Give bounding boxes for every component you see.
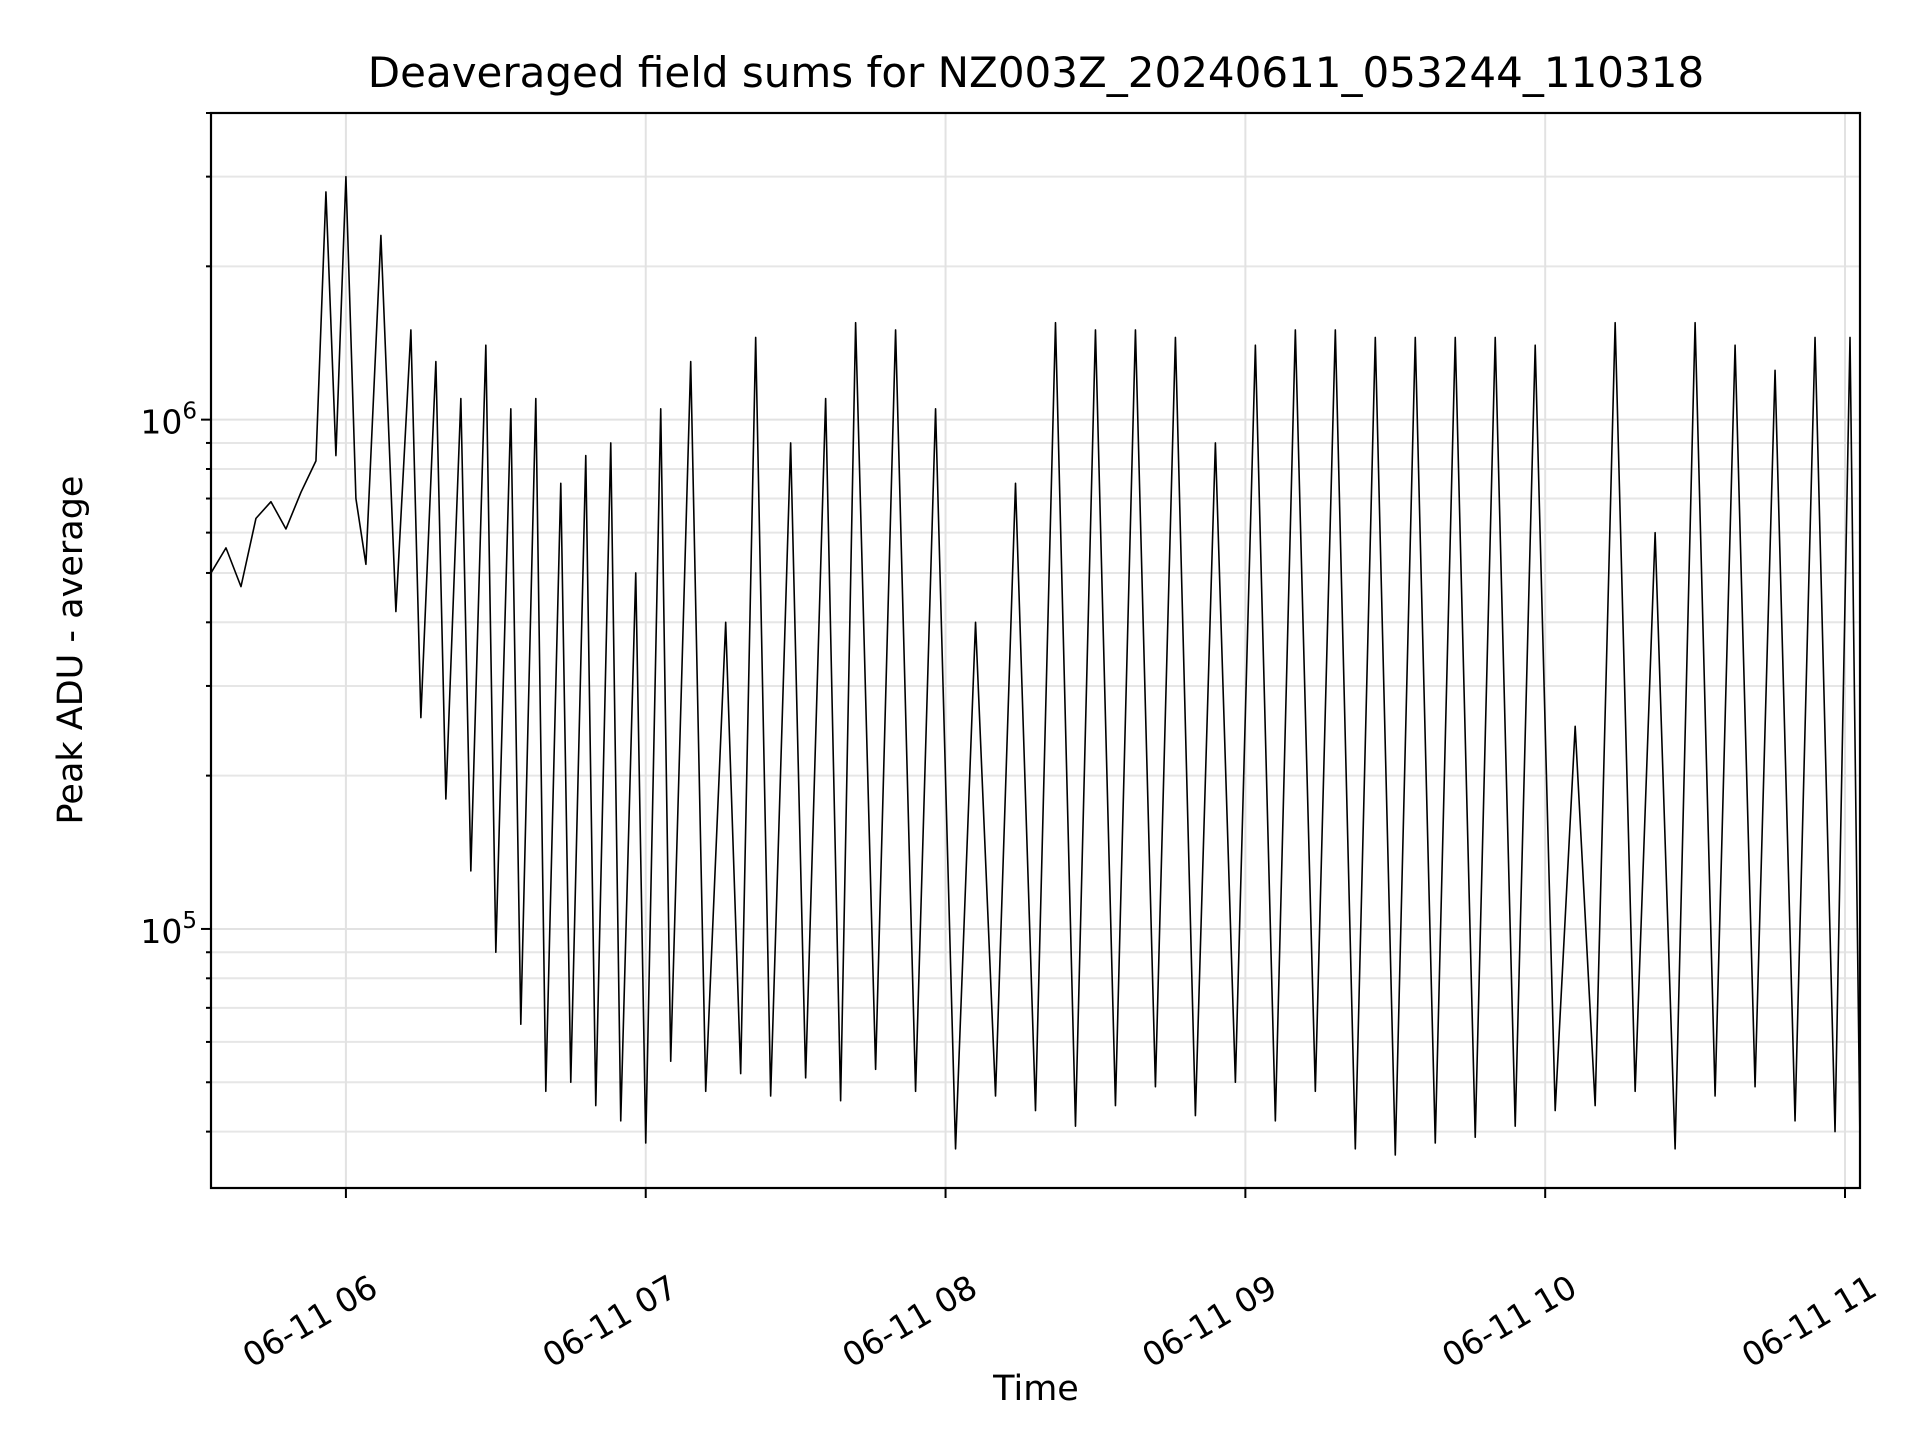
y-axis-label: Peak ADU - average (51, 476, 91, 825)
y-tick-label-exponent: 6 (182, 399, 197, 425)
x-axis-label: Time (992, 1369, 1079, 1409)
x-tick-label: 06-11 06 (236, 1267, 384, 1375)
series-line-0 (210, 175, 1861, 1156)
x-tick-label: 06-11 10 (1435, 1267, 1583, 1375)
grid-layer (211, 112, 1860, 1188)
x-tick-label: 06-11 11 (1735, 1267, 1883, 1375)
line-layer (210, 175, 1861, 1156)
chart-title: Deaveraged field sums for NZ003Z_2024061… (368, 48, 1704, 97)
x-tick-label: 06-11 08 (836, 1267, 984, 1375)
x-tick-label: 06-11 07 (536, 1267, 684, 1375)
y-tick-label: 106 (140, 399, 197, 442)
y-tick-label-exponent: 5 (182, 908, 197, 934)
y-tick-label-base: 10 (140, 403, 182, 442)
y-tick-label: 105 (140, 908, 197, 951)
x-tick-label: 06-11 09 (1135, 1267, 1283, 1375)
y-tick-label-base: 10 (140, 912, 182, 951)
tick-layer: 06-11 06 06-11 07 06-11 08 06-11 09 06-11 10… (140, 112, 1883, 1375)
plot-frame (209, 111, 1862, 1190)
